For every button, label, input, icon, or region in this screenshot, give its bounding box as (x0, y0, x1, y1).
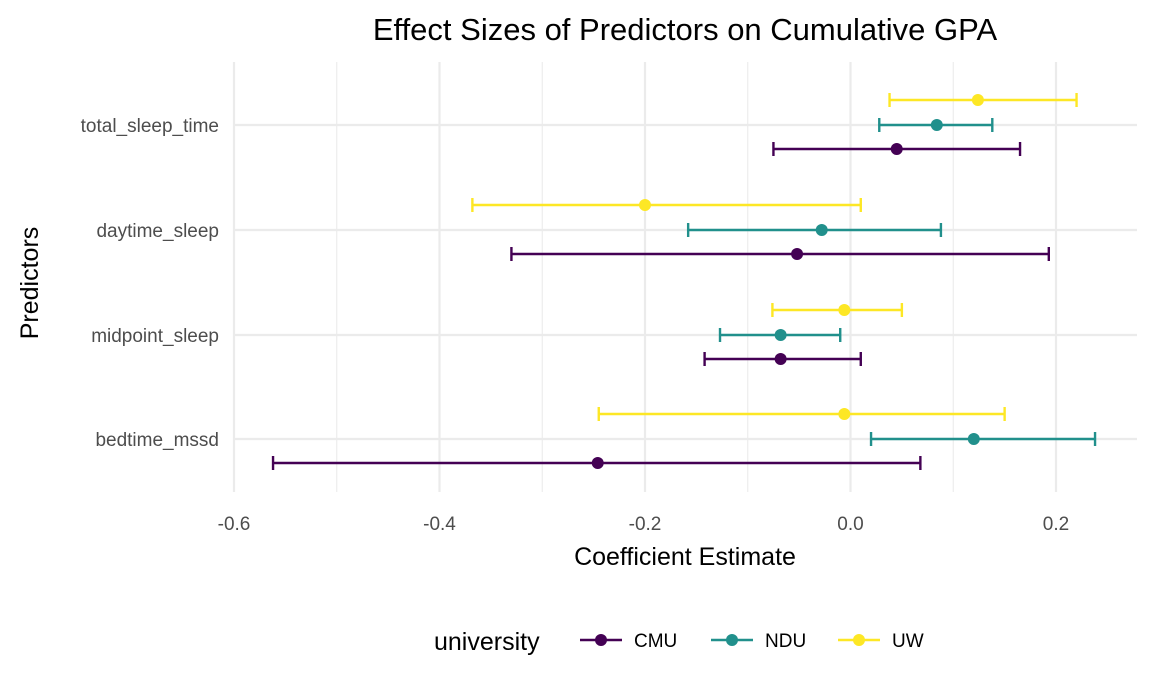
error-bar-ndu (878, 118, 994, 132)
y-tick-label: total_sleep_time (81, 116, 219, 137)
estimate-point (815, 224, 828, 236)
legend-key-point (853, 634, 865, 646)
estimate-point (971, 94, 984, 106)
error-bar-uw (888, 93, 1078, 107)
error-bar-cmu (772, 142, 1022, 156)
legend-entry-cmu: CMU (580, 631, 677, 652)
legend-label: UW (892, 631, 924, 652)
chart-title: Effect Sizes of Predictors on Cumulative… (373, 12, 998, 47)
estimate-point (591, 457, 604, 469)
estimate-point (774, 329, 787, 341)
x-tick-label: -0.4 (423, 514, 456, 535)
y-axis-ticks: total_sleep_time daytime_sleep midpoint_sl… (81, 116, 219, 451)
estimate-point (838, 304, 851, 316)
error-bar-cmu (510, 247, 1051, 261)
x-axis-title: Coefficient Estimate (574, 543, 796, 571)
legend-entry-ndu: NDU (711, 631, 806, 652)
y-axis-title: Predictors (16, 227, 44, 340)
estimate-point (930, 119, 943, 131)
y-tick-label: midpoint_sleep (91, 326, 219, 347)
x-tick-label: 0.0 (837, 514, 863, 535)
x-tick-label: -0.2 (629, 514, 662, 535)
legend-key-point (595, 634, 607, 646)
error-bar-uw (771, 303, 904, 317)
grid-lines (232, 62, 1137, 492)
estimate-point (791, 248, 804, 260)
estimate-point (774, 353, 787, 365)
error-bar-marks (271, 93, 1097, 470)
legend: university CMU NDU UW (434, 628, 924, 656)
error-bar-uw (597, 407, 1006, 421)
legend-label: CMU (634, 631, 677, 652)
legend-label: NDU (765, 631, 806, 652)
error-bar-ndu (869, 432, 1097, 446)
x-tick-label: 0.2 (1043, 514, 1069, 535)
x-axis-ticks: -0.6 -0.4 -0.2 0.0 0.2 (218, 514, 1070, 535)
y-tick-label: bedtime_mssd (95, 430, 219, 451)
estimate-point (890, 143, 903, 155)
error-bar-uw (471, 198, 862, 212)
error-bar-ndu (718, 328, 842, 342)
estimate-point (967, 433, 980, 445)
legend-entry-uw: UW (838, 631, 924, 652)
error-bar-cmu (703, 352, 862, 366)
estimate-point (639, 199, 651, 211)
error-bar-cmu (271, 456, 922, 470)
y-tick-label: daytime_sleep (96, 221, 219, 242)
error-bar-ndu (686, 223, 943, 237)
legend-key-point (726, 634, 738, 646)
estimate-point (838, 408, 851, 420)
legend-title: university (434, 628, 540, 656)
x-tick-label: -0.6 (218, 514, 251, 535)
